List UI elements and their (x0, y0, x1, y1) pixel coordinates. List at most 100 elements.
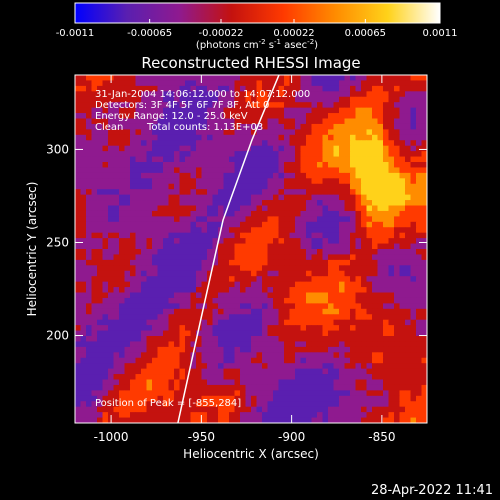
heatmap-cell (135, 254, 142, 261)
heatmap-cell (284, 379, 290, 386)
heatmap-cell (135, 205, 142, 212)
heatmap-cell (322, 102, 329, 109)
heatmap-cell (251, 156, 257, 163)
heatmap-cell (262, 287, 268, 293)
heatmap-cell (234, 395, 241, 402)
heatmap-cell (306, 178, 312, 185)
heatmap-cell (124, 314, 131, 321)
heatmap-cell (130, 384, 136, 391)
heatmap-cell (157, 91, 164, 98)
heatmap-cell (168, 330, 175, 337)
heatmap-cell (157, 80, 164, 87)
heatmap-cell (212, 200, 219, 206)
heatmap-cell (234, 91, 241, 98)
heatmap-cell (339, 374, 345, 380)
heatmap-cell (317, 319, 323, 326)
heatmap-cell (207, 303, 213, 310)
heatmap-cell (174, 406, 180, 413)
heatmap-cell (317, 325, 323, 331)
heatmap-cell (421, 221, 427, 228)
heatmap-cell (146, 363, 153, 370)
heatmap-cell (322, 308, 329, 315)
heatmap-cell (245, 276, 252, 283)
heatmap-cell (339, 384, 345, 391)
heatmap-cell (416, 281, 422, 288)
heatmap-cell (86, 325, 92, 331)
heatmap-cell (273, 129, 279, 136)
heatmap-cell (80, 232, 87, 239)
heatmap-cell (421, 292, 427, 299)
heatmap-cell (256, 75, 263, 81)
heatmap-cell (146, 210, 153, 217)
heatmap-cell (366, 96, 373, 103)
x-axis-label: Heliocentric X (arcsec) (183, 447, 319, 461)
heatmap-cell (179, 210, 186, 217)
heatmap-cell (86, 417, 92, 423)
heatmap-cell (97, 287, 103, 293)
heatmap-cell (179, 254, 186, 261)
heatmap-cell (196, 118, 202, 125)
heatmap-cell (388, 107, 395, 114)
heatmap-cell (344, 205, 351, 212)
heatmap-cell (86, 374, 92, 380)
heatmap-cell (174, 145, 180, 152)
heatmap-cell (201, 91, 208, 98)
heatmap-cell (256, 238, 263, 244)
heatmap-cell (75, 303, 81, 310)
heatmap-cell (223, 140, 230, 147)
heatmap-cell (405, 156, 411, 163)
heatmap-cell (350, 259, 356, 266)
heatmap-cell (421, 102, 427, 109)
heatmap-cell (289, 368, 296, 375)
heatmap-cell (245, 341, 252, 348)
heatmap-cell (289, 412, 296, 418)
heatmap-cell (344, 113, 351, 119)
heatmap-cell (141, 270, 147, 277)
heatmap-cell (97, 183, 103, 190)
heatmap-cell (388, 276, 395, 283)
heatmap-cell (300, 390, 307, 397)
heatmap-cell (179, 102, 186, 109)
heatmap-cell (311, 254, 318, 261)
heatmap-cell (75, 243, 81, 250)
heatmap-cell (124, 368, 131, 375)
heatmap-cell (394, 281, 400, 288)
heatmap-cell (207, 183, 213, 190)
heatmap-cell (163, 330, 169, 337)
heatmap-cell (113, 341, 120, 348)
heatmap-cell (201, 80, 208, 87)
heatmap-cell (377, 384, 384, 391)
heatmap-cell (163, 357, 169, 364)
heatmap-cell (256, 91, 263, 98)
heatmap-cell (273, 259, 279, 266)
heatmap-cell (317, 156, 323, 163)
heatmap-cell (289, 270, 296, 277)
heatmap-cell (251, 336, 257, 342)
heatmap-cell (168, 270, 175, 277)
heatmap-cell (245, 123, 252, 130)
heatmap-cell (300, 249, 307, 255)
heatmap-cell (218, 216, 224, 223)
heatmap-cell (97, 75, 103, 81)
heatmap-cell (102, 129, 109, 136)
heatmap-cell (185, 85, 191, 92)
heatmap-cell (163, 107, 169, 114)
heatmap-cell (372, 216, 378, 223)
heatmap-cell (317, 297, 323, 304)
heatmap-cell (157, 189, 164, 196)
heatmap-cell (322, 145, 329, 152)
heatmap-cell (278, 276, 285, 283)
heatmap-cell (75, 172, 81, 179)
heatmap-cell (218, 287, 224, 293)
heatmap-cell (146, 145, 153, 152)
heatmap-cell (383, 118, 389, 125)
heatmap-cell (421, 395, 427, 402)
heatmap-cell (190, 156, 197, 163)
heatmap-cell (366, 123, 373, 130)
heatmap-cell (108, 123, 114, 130)
heatmap-cell (289, 96, 296, 103)
heatmap-cell (361, 205, 367, 212)
heatmap-cell (267, 281, 274, 288)
heatmap-cell (234, 325, 241, 331)
heatmap-cell (273, 357, 279, 364)
